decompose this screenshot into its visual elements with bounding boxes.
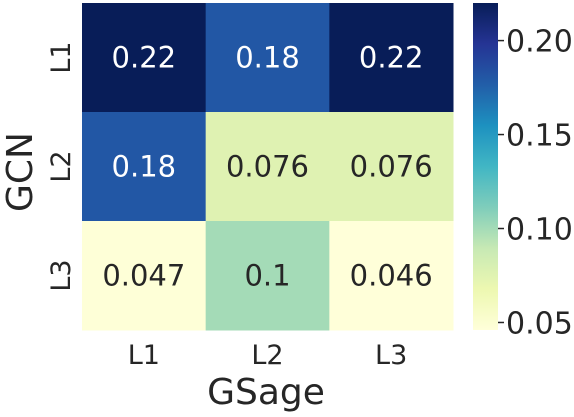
cell-value-label: 0.22 bbox=[359, 41, 424, 75]
cell-value-label: 0.076 bbox=[350, 150, 433, 184]
y-axis-label: GCN bbox=[0, 132, 41, 212]
cell-value-label: 0.22 bbox=[112, 41, 177, 75]
heatmap-cell-labels: 0.22 0.18 0.22 0.18 0.076 0.076 0.047 0.1 0.046 bbox=[102, 41, 432, 293]
cell-value-label: 0.18 bbox=[112, 150, 177, 184]
heatmap-cell bbox=[205, 221, 330, 331]
x-axis-label: GSage bbox=[207, 372, 325, 413]
y-tick-label: L1 bbox=[46, 41, 77, 73]
heatmap-cell bbox=[82, 112, 207, 222]
cell-value-label: 0.1 bbox=[244, 259, 290, 293]
x-tick-labels: L1 L2 L3 bbox=[128, 340, 408, 371]
cell-value-label: 0.18 bbox=[235, 41, 300, 75]
heatmap-cells bbox=[82, 3, 454, 331]
cell-value-label: 0.046 bbox=[350, 259, 433, 293]
x-tick-label: L3 bbox=[375, 340, 407, 371]
cell-value-label: 0.076 bbox=[226, 150, 309, 184]
colorbar-tick-label: 0.15 bbox=[506, 119, 573, 154]
heatmap-cell bbox=[329, 112, 454, 222]
colorbar-tick-label: 0.20 bbox=[506, 25, 573, 60]
heatmap-cell bbox=[329, 221, 454, 331]
colorbar-tick-label: 0.10 bbox=[506, 213, 573, 248]
heatmap-cell bbox=[205, 3, 330, 113]
x-tick-label: L2 bbox=[251, 340, 283, 371]
heatmap-cell bbox=[205, 112, 330, 222]
cell-value-label: 0.047 bbox=[102, 259, 185, 293]
y-tick-label: L2 bbox=[46, 150, 77, 182]
heatmap-cell bbox=[82, 3, 207, 113]
colorbar-ticks: 0.05 0.10 0.15 0.20 bbox=[498, 25, 573, 341]
heatmap-cell bbox=[82, 221, 207, 331]
heatmap-cell bbox=[329, 3, 454, 113]
colorbar bbox=[473, 3, 498, 330]
colorbar-tick-label: 0.05 bbox=[506, 306, 573, 341]
y-tick-label: L3 bbox=[46, 259, 77, 291]
x-tick-label: L1 bbox=[128, 340, 160, 371]
y-tick-labels: L1 L2 L3 bbox=[46, 41, 77, 291]
